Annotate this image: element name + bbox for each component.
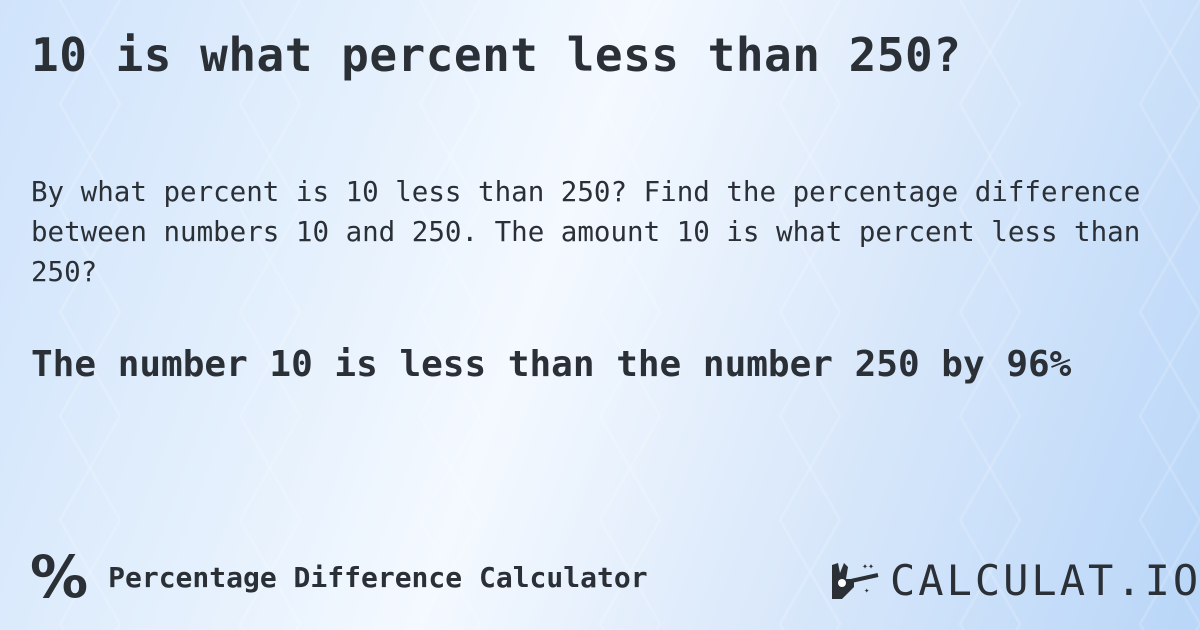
logo: ✦✦ ✦ CALCULAT.IO [828, 556, 1200, 605]
answer-text: The number 10 is less than the number 25… [31, 344, 1072, 385]
question-text: By what percent is 10 less than 250? Fin… [31, 176, 1141, 288]
calculator-footer: % Percentage Difference Calculator [30, 548, 648, 606]
magic-wand-hand-icon: ✦✦ ✦ [832, 561, 879, 599]
svg-text:✦: ✦ [864, 586, 870, 596]
page-title: 10 is what percent less than 250? [31, 28, 962, 82]
calculator-name: Percentage Difference Calculator [108, 560, 648, 594]
percent-icon: % [30, 543, 89, 611]
logo-text: CALCULAT.IO [890, 556, 1200, 605]
svg-text:✦✦: ✦✦ [862, 561, 874, 572]
